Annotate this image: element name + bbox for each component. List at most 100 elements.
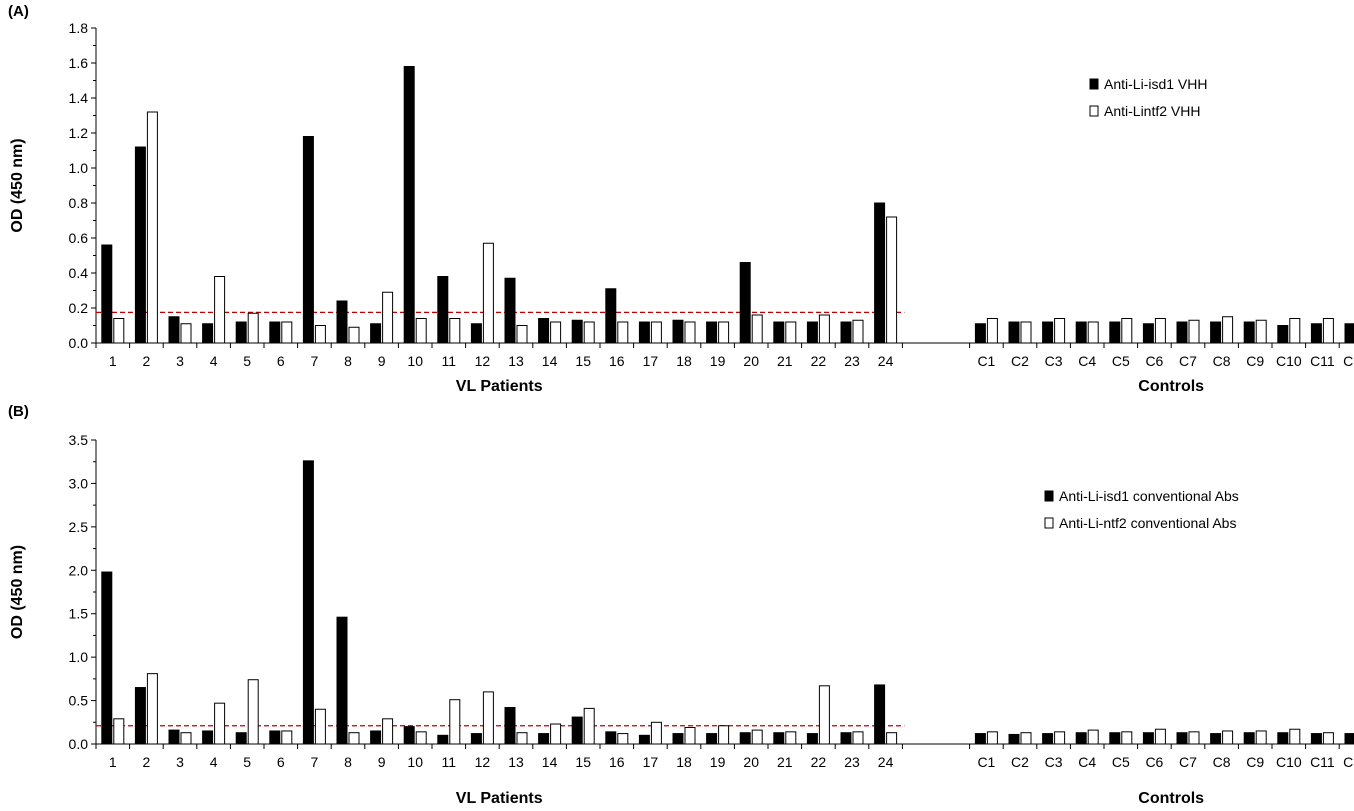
bar-isd1 [1109,732,1121,745]
bar-ntf2 [1020,732,1032,745]
panel-label: (B) [8,403,29,420]
x-tick-label: C3 [1045,353,1063,369]
bar-ntf2 [650,321,662,344]
bar-ntf2 [617,321,629,344]
y-tick-label: 3.5 [69,432,89,448]
bar-isd1 [1142,732,1154,745]
x-tick-label: 2 [143,353,151,369]
x-tick-label: C11 [1310,754,1335,770]
x-tick-label: C11 [1310,353,1335,369]
bar-ntf2 [1020,321,1032,344]
x-tick-label: C8 [1213,754,1231,770]
bar-ntf2 [986,731,998,745]
x-tick-label: 19 [710,353,726,369]
bar-ntf2 [718,321,730,344]
x-tick-label: C9 [1246,353,1264,369]
bar-ntf2 [449,699,461,745]
x-tick-label: 13 [508,754,524,770]
x-tick-label: C7 [1179,754,1197,770]
bar-isd1 [672,733,684,745]
bar-ntf2 [214,276,226,344]
bar-ntf2 [1222,730,1234,745]
bar-ntf2 [1087,729,1099,745]
x-tick-label: 14 [542,754,558,770]
bar-isd1 [538,733,550,745]
bar-isd1 [504,707,516,745]
y-tick-label: 0.0 [69,335,89,351]
bar-ntf2 [1054,731,1066,745]
x-tick-label: 8 [344,353,352,369]
bar-isd1 [370,730,382,745]
bar-ntf2 [314,325,326,344]
bar-isd1 [974,323,986,344]
y-tick-label: 1.6 [69,55,89,71]
x-tick-label: C5 [1112,353,1130,369]
x-tick-label: 13 [508,353,524,369]
y-tick-label: 0.2 [69,300,89,316]
x-tick-label: 10 [407,353,423,369]
y-tick-label: 3.0 [69,475,89,491]
x-tick-label: C5 [1112,754,1130,770]
bar-isd1 [571,319,583,344]
x-tick-label: 1 [109,754,117,770]
x-tick-label: C2 [1011,754,1029,770]
bar-ntf2 [986,318,998,344]
legend-swatch [1044,517,1054,529]
bar-ntf2 [550,723,562,745]
bar-ntf2 [583,321,595,344]
bar-isd1 [739,732,751,745]
bar-isd1 [370,323,382,344]
bar-isd1 [1210,733,1222,745]
bar-ntf2 [1289,318,1301,344]
bar-ntf2 [1154,728,1166,745]
bar-ntf2 [314,708,326,745]
bar-isd1 [1277,732,1289,745]
x-tick-label: 10 [407,754,423,770]
bar-isd1 [739,262,751,344]
bar-ntf2 [852,731,864,745]
bar-isd1 [168,316,180,344]
x-tick-label: 2 [143,754,151,770]
bar-ntf2 [818,685,830,745]
y-tick-label: 0.5 [69,693,89,709]
bar-isd1 [168,729,180,745]
bar-isd1 [538,318,550,344]
y-tick-label: 0.4 [69,265,89,281]
bar-ntf2 [617,733,629,745]
y-tick-label: 0.6 [69,230,89,246]
group-label: Controls [1138,378,1204,395]
x-tick-label: C7 [1179,353,1197,369]
bar-isd1 [874,684,886,745]
bar-isd1 [235,732,247,745]
bar-ntf2 [852,319,864,344]
x-tick-label: 6 [277,353,285,369]
bar-isd1 [840,321,852,344]
x-tick-label: 22 [811,754,827,770]
y-axis-label: OD (450 nm) [9,545,26,639]
bar-ntf2 [1121,731,1133,745]
bar-ntf2 [550,321,562,344]
x-tick-label: C8 [1213,353,1231,369]
bar-ntf2 [348,326,360,344]
bar-isd1 [1042,733,1054,745]
bar-ntf2 [684,321,696,344]
y-tick-label: 1.8 [69,20,89,36]
x-tick-label: 9 [378,754,386,770]
x-tick-label: 21 [777,353,793,369]
x-tick-label: 1 [109,353,117,369]
x-tick-label: 21 [777,754,793,770]
x-tick-label: 7 [311,353,319,369]
panel-label: (A) [8,3,29,20]
bar-isd1 [638,734,650,745]
bar-isd1 [1243,732,1255,745]
y-tick-label: 0.0 [69,736,89,752]
x-tick-label: 3 [176,353,184,369]
legend-label: Anti-Li-isd1 VHH [1104,76,1207,92]
x-tick-label: 7 [311,754,319,770]
x-tick-label: 19 [710,754,726,770]
bar-isd1 [235,321,247,344]
x-tick-label: C10 [1276,754,1302,770]
y-tick-label: 1.2 [69,125,89,141]
bar-ntf2 [146,673,158,745]
bar-isd1 [470,733,482,745]
